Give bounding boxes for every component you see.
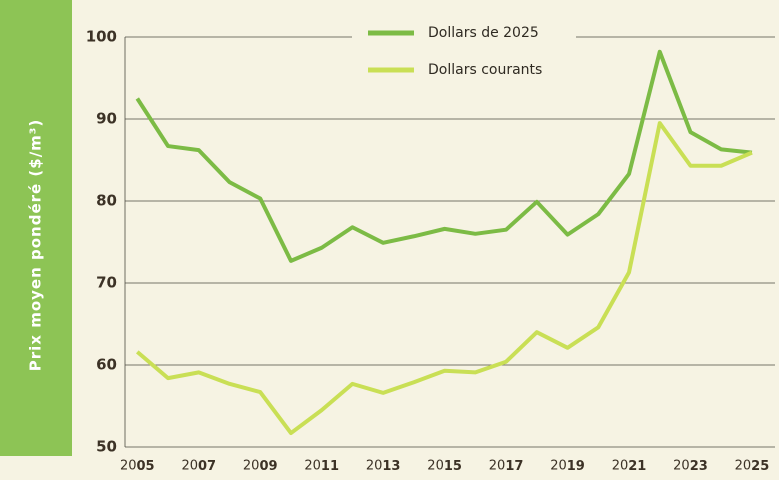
x-tick-label: 2007: [181, 459, 216, 474]
legend-box: [352, 18, 576, 86]
x-tick-label: 2023: [673, 459, 708, 474]
x-tick-label: 2021: [612, 459, 647, 474]
series-line: [135, 49, 753, 263]
y-axis-label: Prix moyen pondéré ($/m³): [27, 119, 45, 371]
legend-label: Dollars courants: [428, 62, 542, 78]
x-tick-label: 2009: [243, 459, 278, 474]
x-tick-label: 2015: [427, 459, 462, 474]
series-line: [135, 121, 753, 436]
x-tick-label: 2019: [550, 459, 585, 474]
x-tick-label: 2017: [489, 459, 524, 474]
y-tick-label: 90: [96, 110, 117, 128]
x-tick-label: 2011: [304, 459, 339, 474]
y-tick-label: 50: [96, 438, 117, 456]
y-tick-label: 60: [96, 356, 117, 374]
x-tick-label: 2005: [120, 459, 155, 474]
y-tick-label: 70: [96, 274, 117, 292]
y-tick-label: 100: [86, 28, 117, 46]
x-tick-label: 2013: [366, 459, 401, 474]
x-tick-label: 2025: [735, 459, 770, 474]
y-label-band: [0, 0, 72, 456]
y-tick-label: 80: [96, 192, 117, 210]
legend-label: Dollars de 2025: [428, 25, 539, 41]
